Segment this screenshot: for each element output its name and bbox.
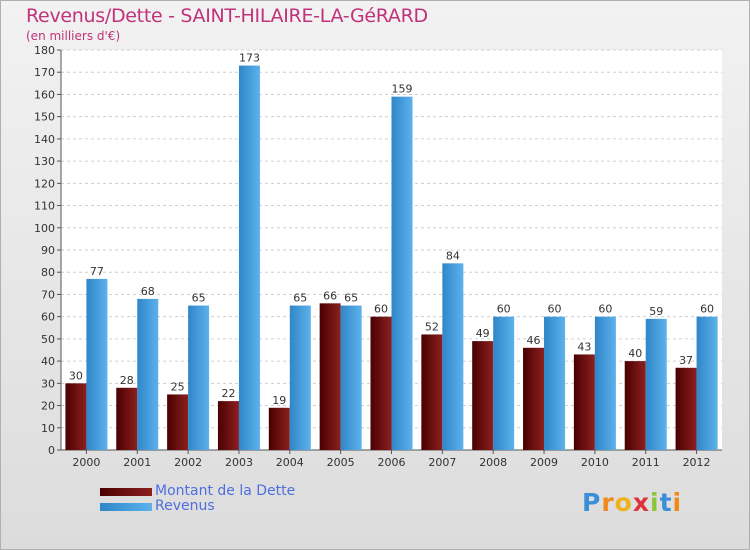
data-label-dette: 40 <box>628 347 642 360</box>
data-label-revenus: 159 <box>392 83 413 96</box>
bar-revenus <box>340 305 362 450</box>
bar-revenus <box>696 316 718 450</box>
y-tick-label: 40 <box>41 355 55 368</box>
y-tick-label: 90 <box>41 244 55 257</box>
x-tick-label: 2010 <box>581 456 609 469</box>
y-tick-label: 140 <box>34 133 55 146</box>
data-label-dette: 43 <box>577 340 591 353</box>
x-tick-label: 2002 <box>174 456 202 469</box>
logo-letter: P <box>582 488 602 517</box>
x-tick-label: 2005 <box>327 456 355 469</box>
bar-revenus <box>391 96 413 451</box>
data-label-dette: 60 <box>374 303 388 316</box>
y-tick-label: 160 <box>34 88 55 101</box>
x-tick-label: 2011 <box>632 456 660 469</box>
legend-swatch-revenus <box>100 503 152 511</box>
bar-dette <box>370 316 392 450</box>
data-label-revenus: 173 <box>239 52 260 65</box>
logo-letter: t <box>659 488 673 517</box>
bar-dette <box>268 407 290 450</box>
proxiti-logo: Proxiti <box>582 488 682 517</box>
x-tick-label: 2000 <box>72 456 100 469</box>
chart-title: Revenus/Dette - SAINT-HILAIRE-LA-GéRARD <box>26 5 428 27</box>
legend-label-dette: Montant de la Dette <box>155 483 296 499</box>
data-label-revenus: 60 <box>598 303 612 316</box>
y-tick-label: 60 <box>41 311 55 324</box>
bar-dette <box>523 347 545 450</box>
logo-letter: o <box>614 488 633 517</box>
data-label-revenus: 65 <box>192 292 206 305</box>
bar-revenus <box>594 316 616 450</box>
bar-dette <box>624 361 646 450</box>
data-label-dette: 37 <box>679 354 693 367</box>
chart-subtitle: (en milliers d'€) <box>26 29 121 43</box>
bar-revenus <box>289 305 311 450</box>
x-tick-label: 2003 <box>225 456 253 469</box>
data-label-dette: 66 <box>323 289 337 302</box>
bar-dette <box>319 303 341 450</box>
data-label-revenus: 65 <box>344 292 358 305</box>
bar-revenus <box>238 65 260 451</box>
logo-letter: x <box>632 488 650 517</box>
x-tick-label: 2009 <box>530 456 558 469</box>
data-label-dette: 19 <box>272 394 286 407</box>
y-tick-label: 50 <box>41 333 55 346</box>
bar-revenus <box>493 316 515 450</box>
data-label-dette: 25 <box>171 380 185 393</box>
data-label-dette: 22 <box>221 387 235 400</box>
x-tick-label: 2007 <box>428 456 456 469</box>
y-tick-label: 130 <box>34 155 55 168</box>
legend-swatch-dette <box>100 488 152 496</box>
bar-dette <box>217 401 239 450</box>
data-label-dette: 46 <box>527 334 541 347</box>
data-label-dette: 52 <box>425 320 439 333</box>
y-tick-label: 10 <box>41 422 55 435</box>
y-tick-label: 70 <box>41 288 55 301</box>
logo-letter: i <box>672 488 683 517</box>
logo-letter: r <box>601 488 615 517</box>
data-label-revenus: 60 <box>548 303 562 316</box>
bar-revenus <box>645 318 667 450</box>
bar-revenus <box>188 305 210 450</box>
bar-dette <box>116 387 138 450</box>
data-label-revenus: 59 <box>649 305 663 318</box>
bar-dette <box>472 341 494 450</box>
y-tick-label: 0 <box>48 444 55 457</box>
y-tick-label: 80 <box>41 266 55 279</box>
bar-revenus <box>137 298 159 450</box>
y-tick-label: 110 <box>34 200 55 213</box>
y-tick-label: 180 <box>34 44 55 57</box>
data-label-revenus: 84 <box>446 249 460 262</box>
y-tick-label: 100 <box>34 222 55 235</box>
data-label-revenus: 60 <box>497 303 511 316</box>
x-tick-label: 2001 <box>123 456 151 469</box>
legend-label-revenus: Revenus <box>155 498 215 514</box>
bar-revenus <box>86 278 108 450</box>
bar-revenus <box>544 316 566 450</box>
y-tick-label: 120 <box>34 177 55 190</box>
bar-dette <box>65 383 87 450</box>
data-label-dette: 49 <box>476 327 490 340</box>
data-label-revenus: 60 <box>700 303 714 316</box>
data-label-revenus: 65 <box>293 292 307 305</box>
data-label-dette: 30 <box>69 369 83 382</box>
data-label-revenus: 68 <box>141 285 155 298</box>
y-tick-label: 20 <box>41 400 55 413</box>
x-tick-label: 2004 <box>276 456 304 469</box>
bar-dette <box>421 334 443 450</box>
y-tick-label: 170 <box>34 66 55 79</box>
x-tick-label: 2006 <box>378 456 406 469</box>
y-tick-label: 30 <box>41 377 55 390</box>
data-label-revenus: 77 <box>90 265 104 278</box>
bar-revenus <box>442 263 464 450</box>
x-tick-label: 2012 <box>683 456 711 469</box>
logo-letter: i <box>650 488 660 517</box>
bar-dette <box>167 394 189 450</box>
y-tick-label: 150 <box>34 111 55 124</box>
bar-dette <box>675 367 697 450</box>
bar-dette <box>573 354 595 450</box>
data-label-dette: 28 <box>120 374 134 387</box>
x-tick-label: 2008 <box>479 456 507 469</box>
